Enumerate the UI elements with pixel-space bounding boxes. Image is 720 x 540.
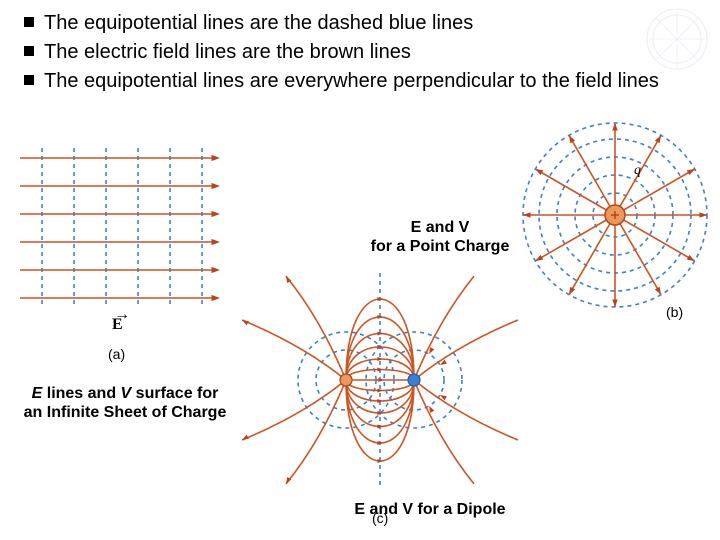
bullet-icon bbox=[24, 46, 34, 56]
seal-watermark bbox=[644, 6, 710, 72]
figure-point-charge bbox=[520, 120, 710, 310]
caption-dipole: E and V for a Dipole bbox=[300, 500, 560, 519]
bullet-item: The equipotential lines are the dashed b… bbox=[24, 10, 700, 37]
caption-sheet: E lines and V surface for an Infinite Sh… bbox=[10, 384, 240, 422]
figure-dipole bbox=[230, 265, 530, 495]
caption-point-charge: E and V for a Point Charge bbox=[350, 218, 530, 256]
bullet-text: The electric field lines are the brown l… bbox=[44, 39, 411, 66]
bullet-item: The electric field lines are the brown l… bbox=[24, 39, 700, 66]
bullet-item: The equipotential lines are everywhere p… bbox=[24, 68, 700, 95]
bullet-icon bbox=[24, 17, 34, 27]
e-vector-label: → E bbox=[112, 316, 123, 334]
bullet-icon bbox=[24, 75, 34, 85]
q-label: q bbox=[634, 163, 641, 179]
subfig-label-b: (b) bbox=[666, 304, 683, 320]
subfig-label-a: (a) bbox=[108, 346, 125, 362]
bullet-list: The equipotential lines are the dashed b… bbox=[0, 0, 720, 107]
bullet-text: The equipotential lines are the dashed b… bbox=[44, 10, 473, 37]
bullet-text: The equipotential lines are everywhere p… bbox=[44, 68, 659, 95]
